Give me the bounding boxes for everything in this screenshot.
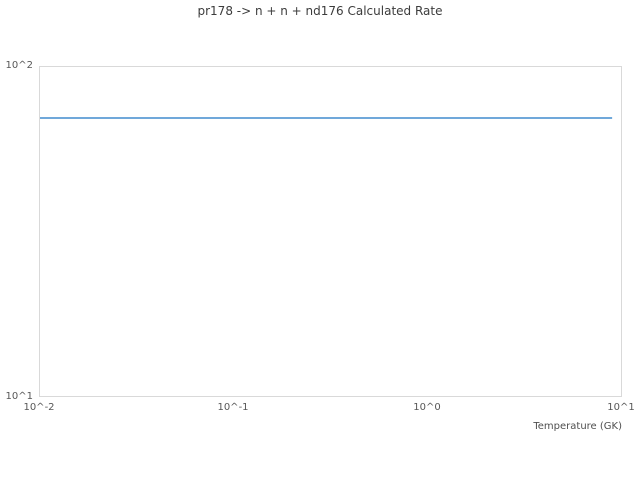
x-tick-label-10: 10^1	[607, 402, 635, 413]
plot-area	[39, 66, 622, 397]
x-tick-label-0.1: 10^-1	[217, 402, 249, 413]
y-tick-label-10: 10^1	[5, 391, 33, 402]
x-axis-title: Temperature (GK)	[533, 421, 622, 432]
x-tick-label-1: 10^0	[413, 402, 441, 413]
x-tick-label-0.01: 10^-2	[23, 402, 55, 413]
rate-line-svg	[40, 117, 613, 119]
y-tick-label-100: 10^2	[5, 60, 33, 71]
chart-title: pr178 -> n + n + nd176 Calculated Rate	[197, 4, 443, 18]
